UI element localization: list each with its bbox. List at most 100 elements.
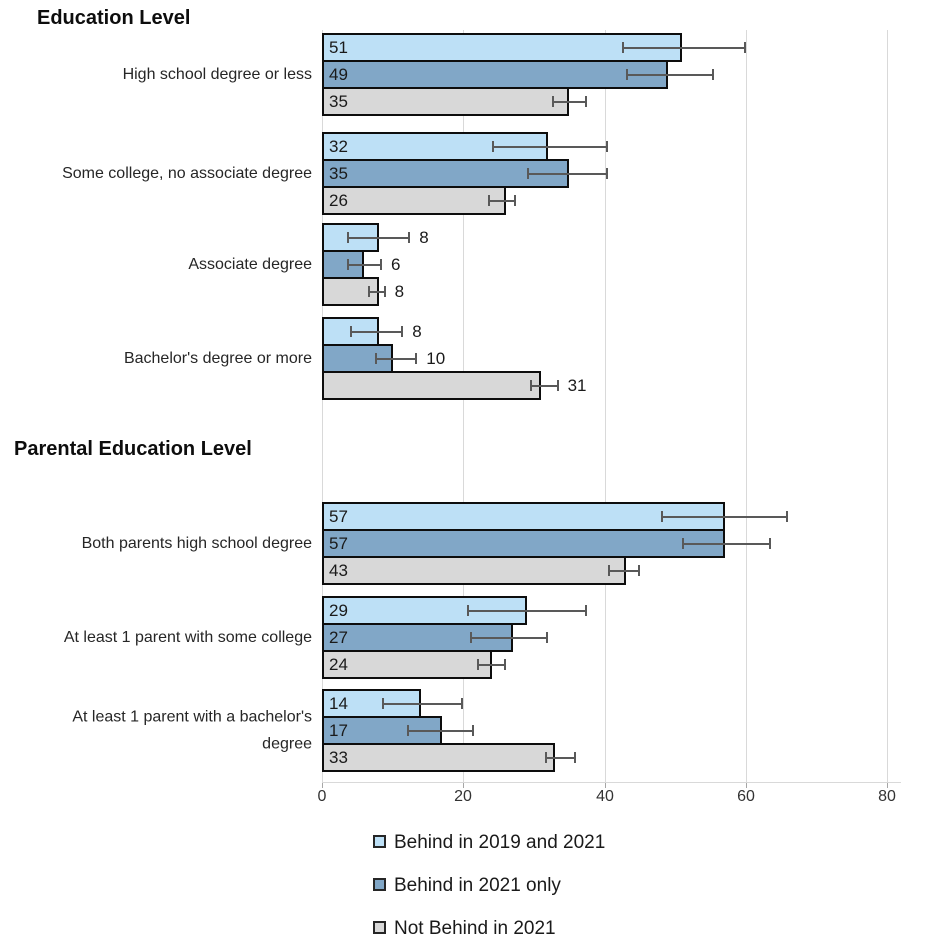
error-bar-cap-high: [768, 538, 771, 549]
bar-not-behind-in-2021: [322, 743, 556, 772]
bar-value-label: 8: [419, 227, 429, 247]
error-bar-cap-low: [491, 141, 494, 152]
error-bar-cap-low: [477, 659, 480, 670]
error-bar-cap-high: [637, 565, 640, 576]
error-bar-cap-low: [625, 69, 628, 80]
error-bar-cap-low: [382, 698, 384, 709]
axis-tick-label-80: 80: [878, 788, 896, 805]
error-bar: [488, 199, 517, 202]
error-bar: [544, 756, 577, 759]
legend-label: Behind in 2021 only: [394, 875, 561, 896]
error-bar-cap-low: [346, 259, 349, 270]
error-bar-cap-low: [682, 538, 685, 549]
error-bar: [470, 636, 548, 639]
gridline-80: [887, 30, 888, 782]
error-bar-cap-low: [608, 565, 610, 576]
error-bar-cap-high: [584, 96, 587, 107]
bar-value-label: 32: [329, 137, 348, 156]
bar-value-label: 57: [329, 534, 348, 553]
gridline-60: [746, 30, 747, 782]
error-bar-cap-high: [574, 752, 577, 763]
bar-value-label: 51: [329, 38, 348, 57]
legend-swatch-behind-in-2021-only: [373, 878, 386, 891]
axis-tick-label-40: 40: [596, 788, 614, 805]
bar-not-behind-in-2021: [322, 371, 541, 400]
error-bar: [375, 357, 418, 360]
error-bar-cap-high: [503, 659, 506, 670]
category-label: High school degree or less: [122, 65, 312, 83]
axis-tick-label-60: 60: [737, 788, 755, 805]
error-bar-cap-high: [712, 69, 714, 80]
error-bar: [406, 729, 474, 732]
legend-label: Behind in 2019 and 2021: [394, 832, 606, 853]
bar-value-label: 24: [329, 655, 348, 674]
error-bar-cap-high: [380, 259, 382, 270]
error-bar-cap-high: [471, 725, 474, 736]
error-bar: [526, 172, 608, 175]
bar-value-label: 27: [329, 628, 348, 647]
section-title-education-level: Education Level: [37, 7, 191, 29]
error-bar: [608, 569, 640, 572]
axis-tick-0: [322, 782, 323, 788]
category-label: At least 1 parent with some college: [63, 628, 312, 646]
bar-not-behind-in-2021: [322, 556, 626, 585]
bar-value-label: 26: [329, 191, 348, 210]
axis-baseline: [322, 782, 901, 783]
axis-tick-60: [746, 782, 747, 788]
category-label: Bachelor's degree or more: [123, 349, 312, 367]
error-bar: [551, 100, 587, 103]
error-bar-cap-low: [406, 725, 409, 736]
error-bar-cap-low: [488, 195, 490, 206]
legend-label: Not Behind in 2021: [394, 918, 556, 939]
error-bar: [350, 330, 404, 333]
error-bar: [346, 263, 382, 266]
bar-value-label: 31: [567, 375, 587, 395]
error-bar: [491, 145, 608, 148]
error-bar-cap-high: [584, 605, 587, 616]
axis-tick-20: [463, 782, 464, 788]
error-bar: [661, 515, 789, 518]
legend-swatch-not-behind-in-2021: [373, 921, 386, 934]
legend-swatch-behind-in-2019-and-2021: [373, 835, 386, 848]
gridline-0: [322, 30, 323, 782]
bar-value-label: 35: [329, 164, 348, 183]
error-bar-cap-low: [346, 232, 349, 243]
bar-value-label: 29: [329, 601, 348, 620]
section-title-parental-education-level: Parental Education Level: [14, 438, 252, 460]
error-bar-cap-high: [408, 232, 411, 243]
axis-tick-label-20: 20: [454, 788, 472, 805]
error-bar-cap-low: [367, 286, 370, 297]
bar-value-label: 10: [426, 348, 446, 368]
error-bar-cap-high: [401, 326, 404, 337]
error-bar-cap-low: [526, 168, 529, 179]
bar-value-label: 49: [329, 65, 348, 84]
error-bar-cap-low: [375, 353, 377, 364]
error-bar-cap-high: [556, 380, 559, 391]
error-bar-cap-low: [470, 632, 473, 643]
error-bar: [367, 290, 386, 293]
error-bar-cap-high: [514, 195, 517, 206]
error-bar-cap-high: [415, 353, 418, 364]
error-bar-cap-low: [661, 511, 663, 522]
bar-value-label: 6: [391, 254, 401, 274]
error-bar-cap-high: [606, 168, 608, 179]
bar-not-behind-in-2021: [322, 650, 492, 679]
bar-value-label: 14: [329, 694, 348, 713]
error-bar-cap-low: [544, 752, 547, 763]
bar-not-behind-in-2021: [322, 87, 570, 116]
axis-tick-80: [887, 782, 888, 788]
error-bar-cap-high: [786, 511, 789, 522]
error-bar: [530, 384, 559, 387]
bar-value-label: 17: [329, 721, 348, 740]
error-bar: [466, 609, 587, 612]
error-bar-cap-low: [551, 96, 554, 107]
error-bar-cap-high: [461, 698, 464, 709]
category-label: Both parents high school degree: [81, 534, 312, 552]
category-label: At least 1 parent with a bachelor's degr…: [72, 707, 312, 753]
bar-not-behind-in-2021: [322, 186, 506, 215]
bar-value-label: 57: [329, 507, 348, 526]
error-bar-cap-high: [546, 632, 548, 643]
bar-value-label: 8: [394, 281, 405, 301]
category-label: Associate degree: [188, 255, 312, 273]
